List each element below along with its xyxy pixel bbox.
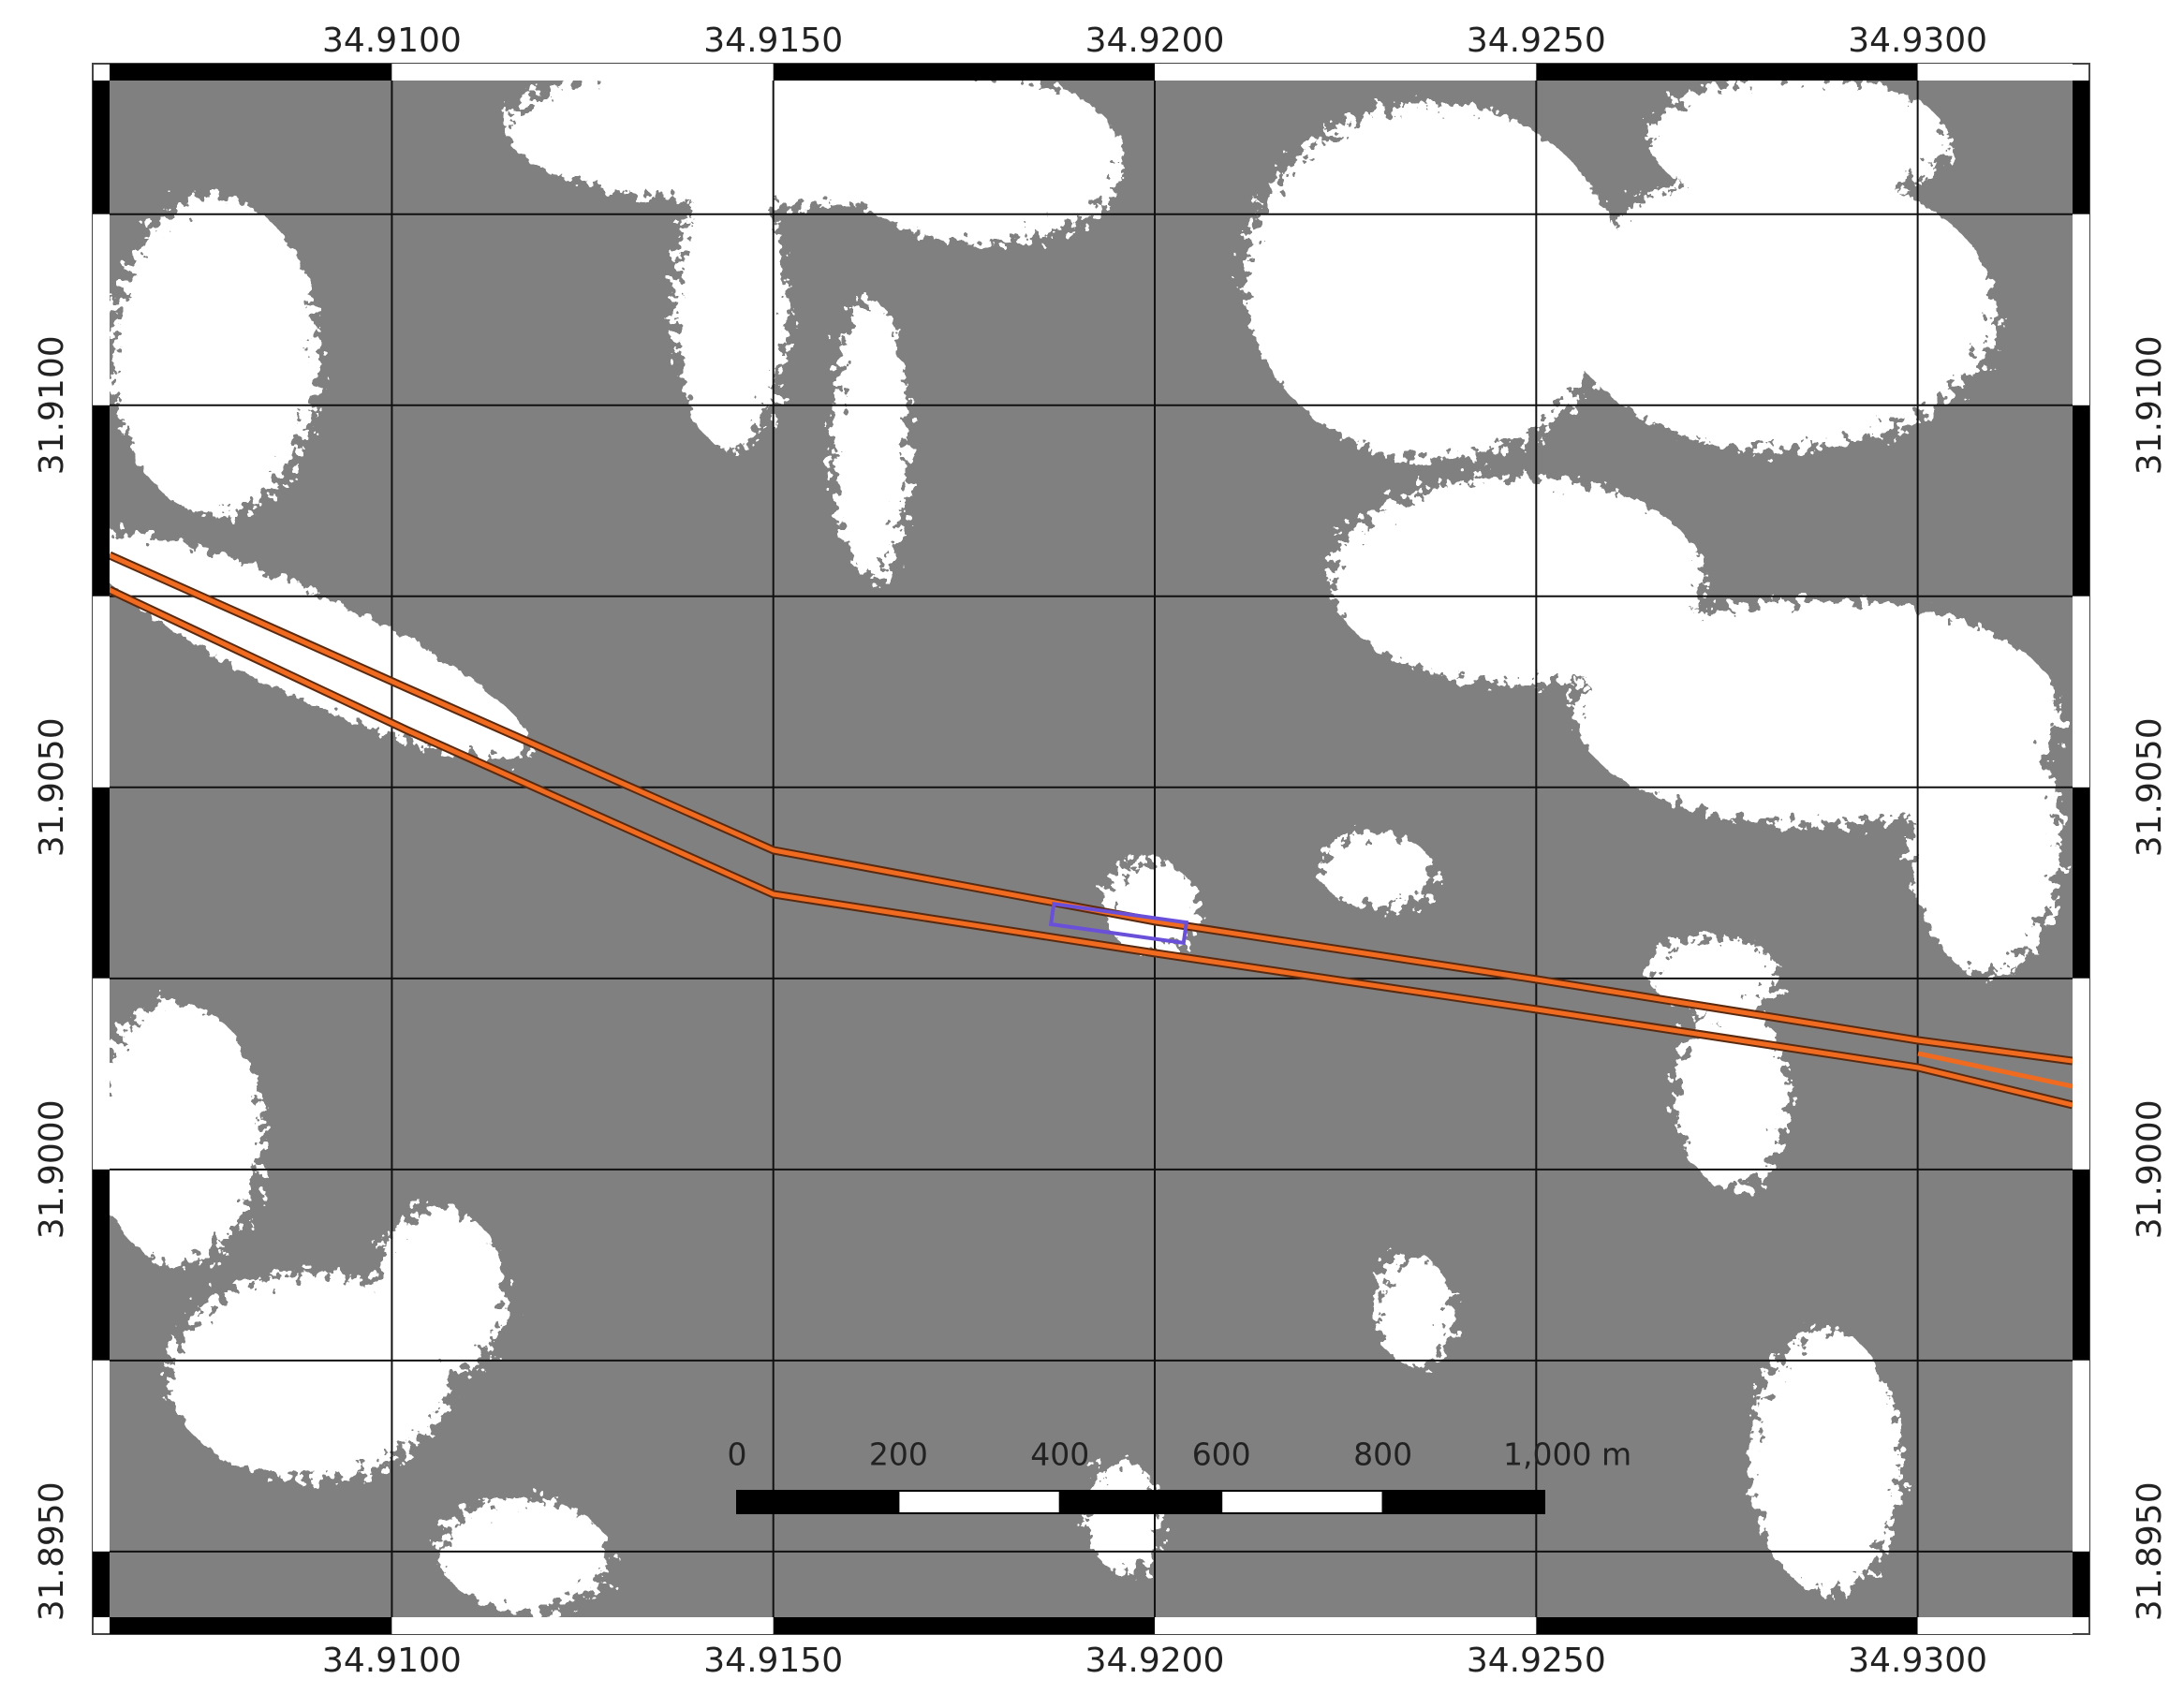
frame-block xyxy=(391,64,774,81)
frame-block xyxy=(93,81,110,214)
y-tick-label: 31.9050 xyxy=(2131,717,2169,857)
x-tick-label: 34.9150 xyxy=(703,1642,843,1680)
x-tick-label: 34.9100 xyxy=(322,22,462,60)
scale-label: 400 xyxy=(1030,1436,1089,1473)
scale-label: 800 xyxy=(1353,1436,1412,1473)
frame-block xyxy=(93,1169,110,1361)
frame-block xyxy=(2073,596,2089,788)
frame-block xyxy=(2073,1551,2089,1617)
frame-block xyxy=(93,596,110,788)
frame-block xyxy=(110,1617,392,1634)
scale-segment xyxy=(897,1490,1061,1514)
frame-block xyxy=(1917,1617,2073,1634)
y-tick-label: 31.9100 xyxy=(2131,335,2169,475)
scale-segment xyxy=(1058,1490,1223,1514)
x-tick-label: 34.9200 xyxy=(1085,1642,1225,1680)
y-tick-label: 31.9100 xyxy=(33,335,71,475)
frame-block xyxy=(1155,1617,1537,1634)
scale-segment xyxy=(1381,1490,1545,1514)
scale-segment xyxy=(736,1490,900,1514)
frame-block xyxy=(93,405,110,597)
scale-segment xyxy=(1220,1490,1384,1514)
frame-block xyxy=(1155,64,1537,81)
frame-block xyxy=(2073,1169,2089,1361)
frame-block xyxy=(1917,64,2073,81)
x-tick-label: 34.9250 xyxy=(1467,22,1606,60)
frame-block xyxy=(2073,405,2089,597)
scale-label: 200 xyxy=(869,1436,928,1473)
y-tick-label: 31.9000 xyxy=(33,1099,71,1239)
x-tick-label: 34.9200 xyxy=(1085,22,1225,60)
frame-block xyxy=(2073,978,2089,1170)
scale-label: 0 xyxy=(728,1436,747,1473)
scale-label: 600 xyxy=(1192,1436,1251,1473)
x-tick-label: 34.9250 xyxy=(1467,1642,1606,1680)
frame-block xyxy=(2073,81,2089,214)
frame-block xyxy=(93,978,110,1170)
frame-block xyxy=(773,1617,1156,1634)
y-tick-label: 31.9050 xyxy=(33,717,71,857)
selection-box xyxy=(1048,901,1189,946)
x-tick-label: 34.9150 xyxy=(703,22,843,60)
road xyxy=(110,551,2073,1110)
frame-block xyxy=(93,1360,110,1552)
y-tick-label: 31.8950 xyxy=(2131,1481,2169,1621)
frame-block xyxy=(110,64,392,81)
frame-block xyxy=(2073,787,2089,979)
frame-block xyxy=(773,64,1156,81)
frame-block xyxy=(2073,1360,2089,1552)
x-tick-label: 34.9100 xyxy=(322,1642,462,1680)
white-patches xyxy=(110,81,2060,1611)
scale-label: 1,000 m xyxy=(1503,1436,1631,1473)
frame-block xyxy=(1536,1617,1918,1634)
frame-block xyxy=(93,214,110,405)
frame-block xyxy=(2073,214,2089,405)
frame-block xyxy=(1536,64,1918,81)
frame-block xyxy=(93,787,110,979)
y-tick-label: 31.9000 xyxy=(2131,1099,2169,1239)
frame-block xyxy=(93,1551,110,1617)
frame-block xyxy=(391,1617,774,1634)
x-tick-label: 34.9300 xyxy=(1848,1642,1987,1680)
x-tick-label: 34.9300 xyxy=(1848,22,1987,60)
y-tick-label: 31.8950 xyxy=(33,1481,71,1621)
